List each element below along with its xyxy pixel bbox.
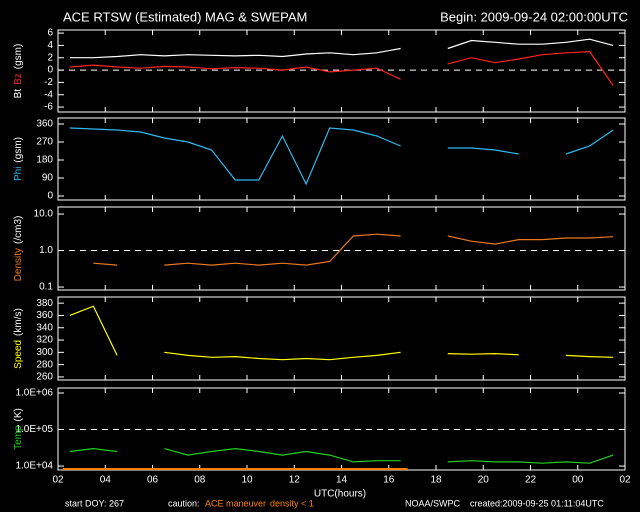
y-tick-label: 0	[47, 65, 53, 76]
y-axis-label-part: Phi	[13, 167, 24, 181]
series-line	[69, 50, 614, 86]
y-tick-label: 90	[42, 173, 54, 184]
y-tick-label: 1.0E+05	[15, 424, 53, 435]
y-tick-label: 270	[36, 137, 53, 148]
x-tick-label: 08	[194, 475, 206, 486]
y-axis-label-part: Speed	[13, 340, 24, 369]
y-tick-label: 360	[36, 119, 53, 130]
y-tick-label: 380	[36, 298, 53, 309]
y-axis-label-part: Density	[13, 248, 24, 281]
y-tick-label: 320	[36, 335, 53, 346]
footer-density: density < 1	[270, 498, 314, 508]
y-axis-label: Density (/cm3)	[13, 216, 24, 282]
x-tick-label: 12	[289, 475, 301, 486]
chart-title: ACE RTSW (Estimated) MAG & SWEPAM	[63, 9, 307, 24]
y-tick-label: 1.0	[39, 245, 53, 256]
x-tick-label: 04	[100, 475, 112, 486]
y-tick-label: 0.1	[39, 282, 53, 293]
series-line	[69, 38, 614, 59]
y-tick-label: 360	[36, 310, 53, 321]
footer-caution: caution:	[168, 498, 200, 508]
y-axis-label: Phi (gsm)	[13, 137, 24, 181]
y-axis-label-part: (gsm)	[13, 137, 24, 163]
footer-maneuver: ACE maneuver	[205, 498, 266, 508]
y-tick-label: -4	[44, 89, 53, 100]
y-axis-label-part: Bt	[13, 89, 24, 99]
begin-time: Begin: 2009-09-24 02:00:00UTC	[440, 9, 628, 24]
y-axis-label: Bt Bz (gsm)	[13, 44, 24, 99]
y-tick-label: 260	[36, 372, 53, 383]
y-tick-label: 10.0	[34, 209, 54, 220]
y-tick-label: 2	[47, 52, 53, 63]
series-line	[69, 447, 614, 464]
x-tick-label: 00	[572, 475, 584, 486]
x-tick-label: 02	[619, 475, 631, 486]
x-tick-label: 02	[52, 475, 64, 486]
y-tick-label: 0	[47, 191, 53, 202]
y-tick-label: 180	[36, 155, 53, 166]
y-tick-label: -2	[44, 77, 53, 88]
y-axis-label-part: (gsm)	[13, 44, 24, 70]
y-tick-label: 340	[36, 322, 53, 333]
y-tick-label: 1.0E+04	[15, 461, 53, 472]
y-axis-label-part: Bz	[13, 73, 24, 85]
y-tick-label: 4	[47, 40, 53, 51]
footer-doy: start DOY: 267	[65, 498, 124, 508]
footer-org: NOAA/SWPC	[405, 498, 461, 508]
x-tick-label: 14	[336, 475, 348, 486]
x-tick-label: 06	[147, 475, 159, 486]
x-tick-label: 18	[430, 475, 442, 486]
y-axis-label: Speed (km/s)	[13, 308, 24, 369]
x-tick-label: 16	[383, 475, 395, 486]
y-tick-label: 6	[47, 28, 53, 39]
footer-created: created:2009-09-25 01:11:04UTC	[470, 498, 604, 508]
y-axis-label-part: (km/s)	[13, 308, 24, 336]
y-tick-label: 1.0E+06	[15, 388, 53, 399]
series-line	[69, 127, 614, 186]
y-tick-label: 300	[36, 347, 53, 358]
y-axis-label-part: (K)	[13, 408, 24, 421]
x-tick-label: 20	[478, 475, 490, 486]
y-axis-label-part: Temp	[13, 425, 24, 450]
series-line	[93, 233, 614, 266]
y-tick-label: 280	[36, 359, 53, 370]
series-line	[69, 305, 614, 361]
y-tick-label: -6	[44, 102, 53, 113]
x-axis-label: UTC(hours)	[314, 489, 366, 500]
y-axis-label: Temp (K)	[13, 408, 24, 450]
x-tick-label: 10	[241, 475, 253, 486]
y-axis-label-part: (/cm3)	[13, 216, 24, 244]
x-tick-label: 22	[525, 475, 537, 486]
